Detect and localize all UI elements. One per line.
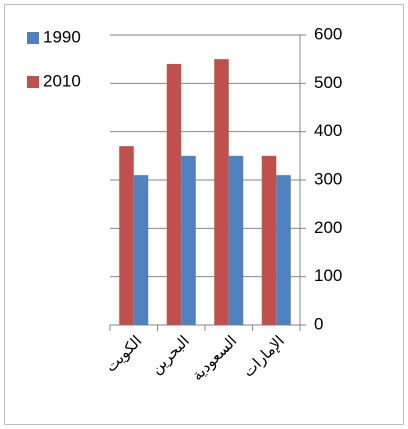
y-tick-label: 100 [314, 266, 342, 285]
y-tick-label: 400 [314, 121, 342, 140]
legend-label: 1990 [43, 27, 81, 46]
legend-swatch [27, 32, 39, 44]
chart-border [4, 4, 404, 425]
legend-swatch [27, 76, 39, 88]
y-tick-label: 300 [314, 169, 342, 188]
bar [261, 155, 277, 325]
y-tick-label: 500 [314, 73, 342, 92]
y-tick-label: 600 [314, 24, 342, 43]
y-tick-label: 0 [314, 314, 323, 333]
bar [166, 64, 182, 325]
bar [133, 175, 149, 325]
bar [214, 59, 229, 326]
bar [119, 146, 134, 325]
bar [276, 175, 291, 325]
bar [181, 155, 196, 325]
bar [228, 155, 244, 325]
legend-label: 2010 [43, 71, 81, 90]
y-tick-label: 200 [314, 218, 342, 237]
